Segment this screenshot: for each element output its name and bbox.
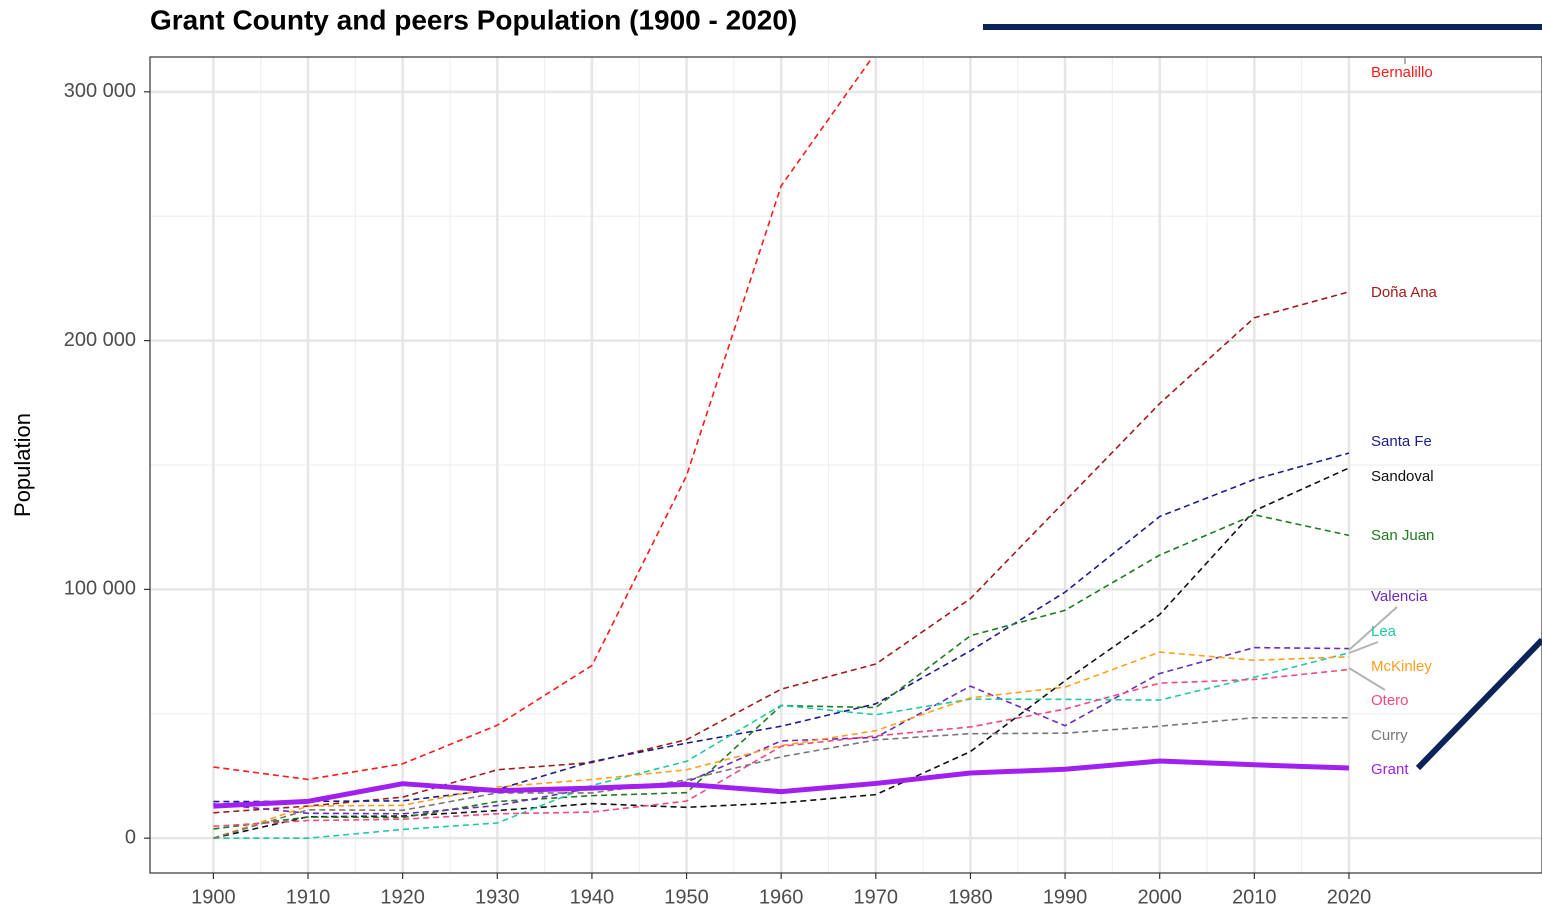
series-label: Valencia [1371, 588, 1428, 605]
x-tick-label: 1960 [759, 886, 804, 908]
series-line [213, 646, 1349, 815]
series-label: Bernalillo [1371, 64, 1433, 81]
series-label: Doña Ana [1371, 284, 1438, 301]
series-label: Grant [1371, 761, 1409, 778]
series-label: McKinley [1371, 658, 1432, 675]
leader-line [1348, 606, 1398, 651]
x-tick-label: 1940 [570, 886, 615, 908]
series-label: Otero [1371, 692, 1409, 709]
chart-title: Grant County and peers Population (1900 … [150, 4, 797, 35]
decoration [1415, 637, 1542, 771]
series-line [213, 291, 1350, 814]
x-tick-label: 1980 [948, 886, 993, 908]
x-tick-label: 1970 [854, 886, 899, 908]
y-tick-label: 300 000 [64, 80, 136, 102]
series-line [213, 57, 874, 781]
x-tick-label: 1900 [191, 886, 236, 908]
series-line [213, 716, 1349, 839]
x-tick-label: 1950 [664, 886, 709, 908]
series-label: Curry [1371, 727, 1408, 744]
x-tick-label: 2020 [1327, 886, 1372, 908]
x-tick-label: 1910 [286, 886, 331, 908]
y-tick-label: 0 [125, 826, 136, 848]
series-line [213, 668, 1350, 828]
series-label: San Juan [1371, 527, 1434, 544]
leader-line [1348, 641, 1379, 654]
y-tick-label: 200 000 [64, 329, 136, 351]
plot-border [149, 56, 1542, 874]
y-tick-label: 100 000 [64, 578, 136, 600]
x-tick-label: 2000 [1137, 886, 1182, 908]
lines [213, 57, 1350, 839]
x-tick-label: 2010 [1232, 886, 1277, 908]
leader-lines [1348, 58, 1406, 691]
series-line [213, 651, 1349, 839]
leader-line [1348, 667, 1386, 691]
series-label: Lea [1371, 623, 1397, 640]
y-axis-label: Population [10, 413, 35, 517]
series-line [213, 452, 1350, 803]
series-line [213, 758, 1350, 809]
series-label: Sandoval [1371, 468, 1434, 485]
x-tick-label: 1930 [475, 886, 520, 908]
x-tick-label: 1920 [380, 886, 425, 908]
x-tick-label: 1990 [1043, 886, 1088, 908]
grid [150, 57, 1542, 873]
series-line [213, 652, 1350, 839]
series-label: Santa Fe [1371, 433, 1432, 450]
series-line [213, 467, 1350, 839]
